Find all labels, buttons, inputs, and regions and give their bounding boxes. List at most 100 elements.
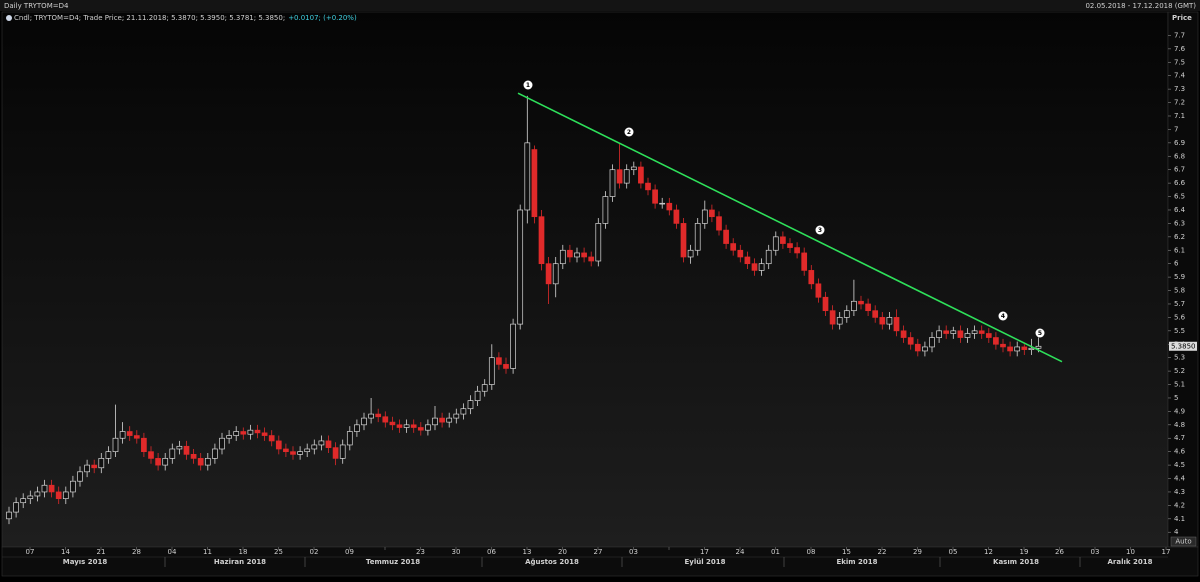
x-tick-label: 05 bbox=[949, 548, 958, 556]
candle-body bbox=[98, 458, 105, 469]
candle-body bbox=[914, 343, 921, 352]
candle-body bbox=[396, 424, 403, 428]
x-tick-label: 06 bbox=[487, 548, 496, 556]
month-label: Ekim 2018 bbox=[836, 558, 877, 566]
candle-body bbox=[595, 223, 602, 262]
y-tick-label: 5.5 bbox=[1174, 327, 1185, 335]
last-price-label: 5.3850 bbox=[1171, 342, 1196, 350]
candle-body bbox=[836, 317, 843, 325]
candle-body bbox=[865, 303, 871, 312]
y-tick-label: 4.7 bbox=[1174, 434, 1185, 442]
y-tick-label: 7 bbox=[1174, 125, 1178, 133]
candle-body bbox=[261, 432, 268, 436]
candle-body bbox=[332, 447, 339, 459]
trend-line bbox=[517, 92, 1063, 363]
candle-body bbox=[290, 451, 296, 455]
last-price-tag bbox=[1169, 341, 1197, 351]
candle-body bbox=[630, 166, 637, 171]
candle-body bbox=[375, 413, 382, 418]
candle-body bbox=[1000, 343, 1006, 348]
candle-body bbox=[1007, 346, 1013, 352]
month-label: Temmuz 2018 bbox=[366, 558, 420, 566]
candle-body bbox=[602, 196, 609, 224]
month-label: Kasım 2018 bbox=[993, 558, 1039, 566]
x-tick-label: 25 bbox=[274, 548, 283, 556]
candle-body bbox=[993, 337, 999, 345]
y-tick-label: 6.9 bbox=[1174, 139, 1185, 147]
x-tick-label: 15 bbox=[842, 548, 851, 556]
header-bar bbox=[0, 0, 1200, 11]
candle-body bbox=[297, 451, 303, 455]
candle-body bbox=[886, 317, 893, 325]
legend: Cndl; TRYTOM=D4; Trade Price; 21.11.2018… bbox=[14, 14, 285, 22]
y-tick-label: 7.4 bbox=[1174, 72, 1186, 80]
candle-body bbox=[851, 300, 857, 312]
candle-body bbox=[588, 256, 595, 262]
candle-body bbox=[488, 357, 495, 385]
candle-body bbox=[275, 440, 282, 450]
y-tick-label: 5.8 bbox=[1174, 287, 1185, 295]
candle-body bbox=[545, 263, 552, 285]
candle-body bbox=[13, 502, 19, 513]
y-tick-label: 6.8 bbox=[1174, 152, 1185, 160]
candle-body bbox=[311, 444, 318, 450]
candle-body bbox=[1028, 347, 1035, 350]
candle-body bbox=[190, 454, 197, 459]
y-tick-label: 4.4 bbox=[1174, 475, 1186, 483]
y-tick-label: 5.9 bbox=[1174, 273, 1185, 281]
candle-body bbox=[574, 252, 580, 258]
candle-body bbox=[204, 458, 211, 466]
x-tick-label: 03 bbox=[1091, 548, 1100, 556]
y-tick-label: 7.6 bbox=[1174, 45, 1186, 53]
candle-body bbox=[162, 458, 169, 466]
candle-body bbox=[446, 417, 453, 423]
candle-body bbox=[55, 491, 62, 500]
x-tick-label: 04 bbox=[168, 548, 177, 556]
x-tick-label: 20 bbox=[558, 548, 567, 556]
y-tick-label: 4.9 bbox=[1174, 407, 1185, 415]
candle-body bbox=[787, 243, 793, 248]
auto-button[interactable] bbox=[1170, 536, 1197, 547]
candle-body bbox=[126, 431, 133, 436]
y-tick-label: 6.5 bbox=[1174, 193, 1185, 201]
candle-body bbox=[872, 310, 879, 318]
y-tick-label: 5.2 bbox=[1174, 367, 1185, 375]
candle-body bbox=[559, 249, 566, 265]
candle-body bbox=[567, 249, 573, 258]
candle-body bbox=[34, 491, 41, 497]
candle-body bbox=[701, 209, 708, 224]
candle-body bbox=[226, 435, 232, 439]
candle-body bbox=[247, 429, 254, 435]
x-tick-label: 02 bbox=[310, 548, 319, 556]
candle-body bbox=[20, 498, 27, 504]
marker bbox=[1035, 328, 1045, 338]
candle-body bbox=[510, 323, 516, 369]
x-tick-label: 17 bbox=[700, 548, 709, 556]
y-tick-label: 7.7 bbox=[1174, 31, 1185, 39]
candle-body bbox=[460, 408, 467, 415]
month-label: Aralık 2018 bbox=[1108, 558, 1153, 566]
candle-body bbox=[233, 431, 240, 436]
month-label: Ağustos 2018 bbox=[525, 558, 579, 566]
candle-body bbox=[907, 337, 914, 345]
marker bbox=[523, 80, 533, 90]
candle-body bbox=[141, 437, 147, 453]
auto-button-label[interactable]: Auto bbox=[1175, 538, 1191, 546]
candle-body bbox=[638, 166, 644, 184]
y-axis-label: Price bbox=[1172, 14, 1192, 22]
y-tick-label: 6.3 bbox=[1174, 219, 1185, 227]
candle-body bbox=[474, 390, 481, 401]
candle-body bbox=[176, 445, 183, 450]
candle-body bbox=[481, 384, 488, 392]
y-tick-label: 6.6 bbox=[1174, 179, 1186, 187]
candle-body bbox=[84, 464, 90, 473]
candle-body bbox=[339, 444, 346, 459]
y-tick-label: 5.6 bbox=[1174, 313, 1186, 321]
candle-body bbox=[268, 435, 275, 442]
candle-body bbox=[254, 429, 261, 434]
x-tick-label: 11 bbox=[203, 548, 212, 556]
y-tick-label: 6.4 bbox=[1174, 206, 1186, 214]
y-tick-label: 4 bbox=[1174, 528, 1179, 536]
y-tick-label: 4.3 bbox=[1174, 488, 1185, 496]
candle-body bbox=[346, 431, 353, 446]
